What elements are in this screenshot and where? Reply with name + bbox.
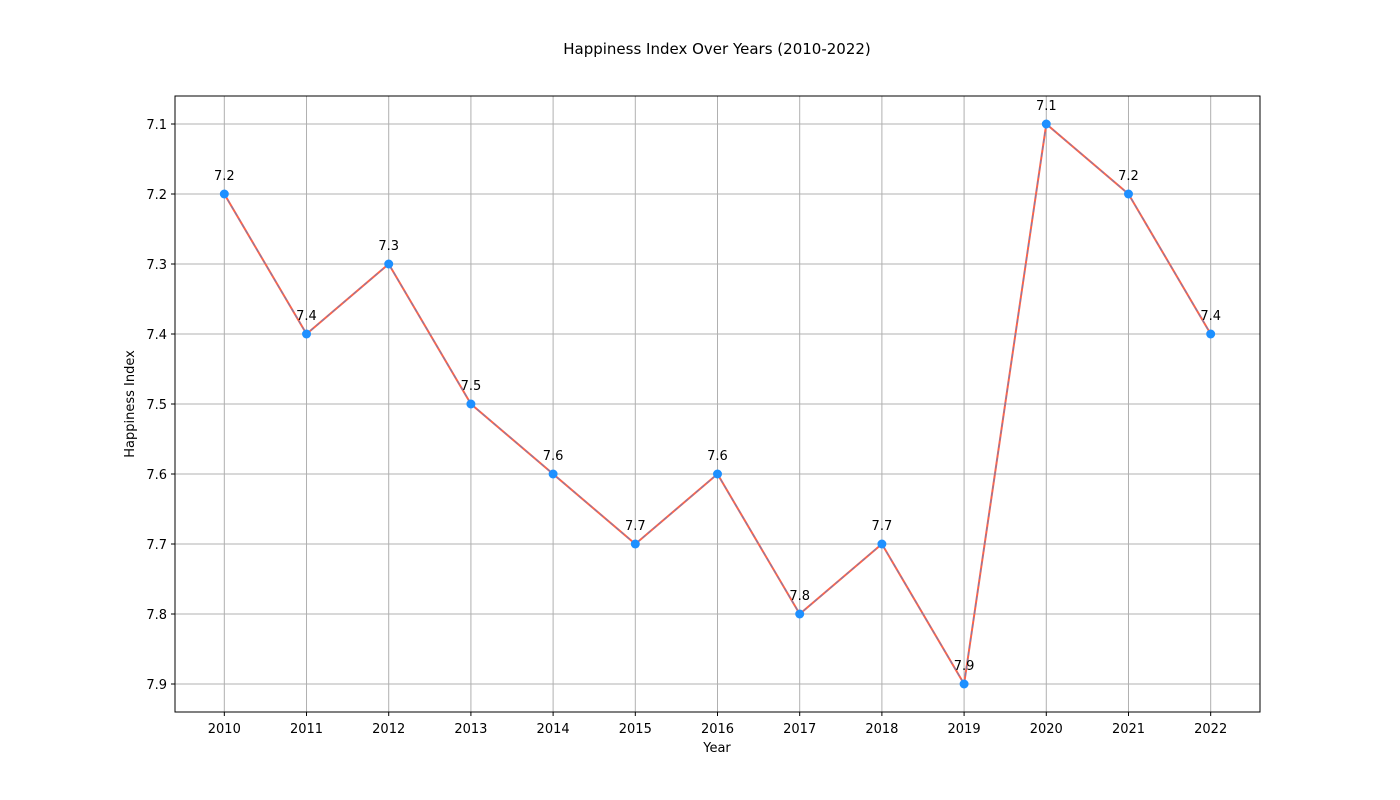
data-points bbox=[219, 119, 1216, 689]
x-tick-label: 2022 bbox=[1194, 722, 1227, 737]
x-tick-label: 2016 bbox=[701, 722, 734, 737]
x-tick-label: 2014 bbox=[537, 722, 570, 737]
y-axis: 7.1 7.2 7.3 7.4 7.5 7.6 7.7 7.8 7.9 bbox=[146, 118, 175, 693]
y-tick-label: 7.3 bbox=[146, 258, 167, 273]
data-point bbox=[466, 399, 476, 409]
data-point bbox=[1206, 329, 1216, 339]
data-label: 7.6 bbox=[543, 449, 564, 464]
x-tick-label: 2013 bbox=[454, 722, 487, 737]
data-point bbox=[219, 189, 229, 199]
y-tick-label: 7.6 bbox=[146, 468, 167, 483]
data-label: 7.5 bbox=[461, 379, 482, 394]
data-point bbox=[1123, 189, 1133, 199]
data-label: 7.4 bbox=[296, 309, 317, 324]
data-point bbox=[302, 329, 312, 339]
x-tick-label: 2015 bbox=[619, 722, 652, 737]
x-axis-label: Year bbox=[702, 741, 731, 756]
y-tick-label: 7.9 bbox=[146, 678, 167, 693]
x-tick-label: 2018 bbox=[865, 722, 898, 737]
data-label: 7.4 bbox=[1200, 309, 1221, 324]
x-tick-label: 2020 bbox=[1030, 722, 1063, 737]
x-tick-label: 2011 bbox=[290, 722, 323, 737]
data-label: 7.8 bbox=[789, 589, 810, 604]
data-point bbox=[795, 609, 805, 619]
y-axis-label: Happiness Index bbox=[123, 350, 138, 458]
y-tick-label: 7.5 bbox=[146, 398, 167, 413]
data-label: 7.9 bbox=[954, 659, 975, 674]
data-labels: 7.2 7.4 7.3 7.5 7.6 7.7 7.6 7.8 7.7 7.9 7.1 7.2 7.4 bbox=[214, 99, 1221, 674]
x-axis: 2010 2011 2012 2013 2014 2015 2016 2017 2018 2019… bbox=[208, 712, 1227, 737]
y-tick-label: 7.4 bbox=[146, 328, 167, 343]
grid bbox=[175, 96, 1260, 712]
data-point bbox=[630, 539, 640, 549]
data-point bbox=[1041, 119, 1051, 129]
data-point bbox=[877, 539, 887, 549]
y-tick-label: 7.8 bbox=[146, 608, 167, 623]
chart-title: Happiness Index Over Years (2010-2022) bbox=[563, 40, 871, 58]
x-tick-label: 2012 bbox=[372, 722, 405, 737]
data-point bbox=[548, 469, 558, 479]
x-tick-label: 2021 bbox=[1112, 722, 1145, 737]
data-point bbox=[384, 259, 394, 269]
y-tick-label: 7.7 bbox=[146, 538, 167, 553]
data-label: 7.2 bbox=[214, 169, 235, 184]
y-tick-label: 7.1 bbox=[146, 118, 167, 133]
data-label: 7.1 bbox=[1036, 99, 1057, 114]
data-label: 7.3 bbox=[378, 239, 399, 254]
data-point bbox=[959, 679, 969, 689]
data-label: 7.2 bbox=[1118, 169, 1139, 184]
data-label: 7.6 bbox=[707, 449, 728, 464]
data-label: 7.7 bbox=[872, 519, 893, 534]
y-tick-label: 7.2 bbox=[146, 188, 167, 203]
data-point bbox=[713, 469, 722, 479]
x-tick-label: 2017 bbox=[783, 722, 816, 737]
data-label: 7.7 bbox=[625, 519, 646, 534]
x-tick-label: 2019 bbox=[948, 722, 981, 737]
x-tick-label: 2010 bbox=[208, 722, 241, 737]
